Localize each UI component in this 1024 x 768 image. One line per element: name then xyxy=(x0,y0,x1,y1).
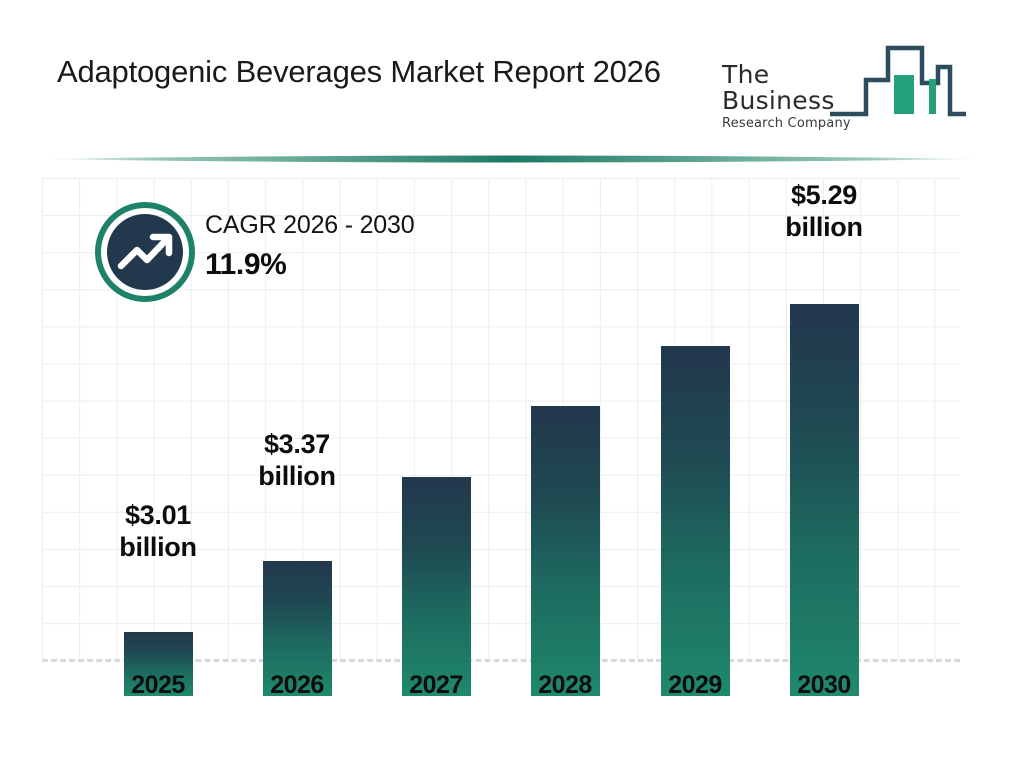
bar-2027[interactable] xyxy=(402,477,471,696)
bar-value-label-2026: $3.37 billion xyxy=(258,429,336,491)
cagr-text-block: CAGR 2026 - 2030 11.9% xyxy=(205,210,505,283)
bar-2028[interactable] xyxy=(531,406,600,696)
logo-line-2: Research Company xyxy=(722,115,851,131)
bar-chart: CAGR 2026 - 2030 11.9% $3.01 billion $3.… xyxy=(0,166,1024,768)
cagr-period-label: CAGR 2026 - 2030 xyxy=(205,211,415,239)
bar-value-label-2025: $3.01 billion xyxy=(119,500,197,562)
cagr-value: 11.9% xyxy=(205,248,287,282)
x-axis-label-2030: 2030 xyxy=(797,671,851,699)
bar-2029[interactable] xyxy=(661,346,730,696)
x-axis-label-2028: 2028 xyxy=(538,671,592,699)
x-axis-label-2026: 2026 xyxy=(270,671,324,699)
cagr-badge: CAGR 2026 - 2030 11.9% xyxy=(95,202,515,312)
bar-2026[interactable] xyxy=(263,561,332,696)
bar-value-label-2030: $5.29 billion xyxy=(785,180,863,242)
x-axis-label-2029: 2029 xyxy=(668,671,722,699)
bar-series xyxy=(0,166,1024,696)
bar-2025[interactable] xyxy=(124,632,193,696)
header-divider xyxy=(38,155,984,163)
trending-up-icon xyxy=(95,202,195,302)
header: Adaptogenic Beverages Market Report 2026… xyxy=(0,0,1024,163)
chart-baseline xyxy=(42,659,960,662)
x-axis-label-2027: 2027 xyxy=(409,671,463,699)
page-title: Adaptogenic Beverages Market Report 2026 xyxy=(57,54,661,89)
logo-line-1: The Business xyxy=(722,60,835,116)
bar-chart-logo-mark xyxy=(830,45,966,117)
company-logo: The Business Research Company xyxy=(722,36,970,131)
logo-wordmark: The Business Research Company xyxy=(722,60,872,131)
x-axis-label-2025: 2025 xyxy=(131,671,185,699)
bar-2030[interactable] xyxy=(790,304,859,696)
